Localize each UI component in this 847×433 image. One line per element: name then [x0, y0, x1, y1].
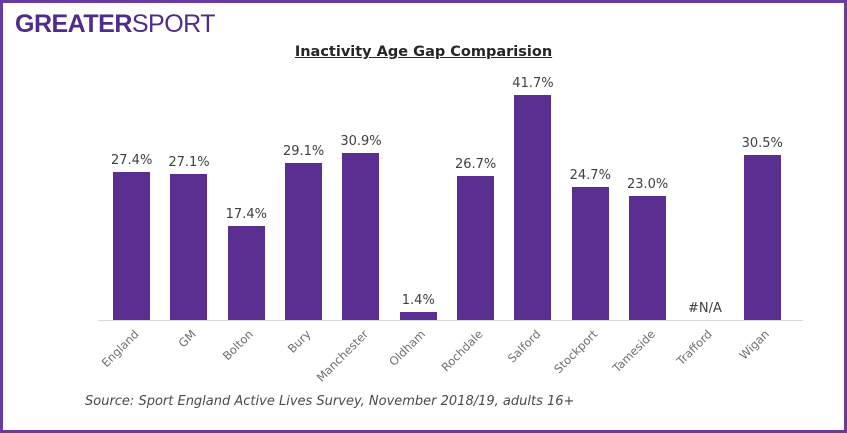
bar-column: 26.7% Rochdale — [438, 73, 504, 374]
chart-title: Inactivity Age Gap Comparision — [294, 44, 553, 60]
bar — [514, 95, 552, 320]
bar-column: 17.4% Bolton — [218, 73, 275, 363]
bar-column: 23.0% Tameside — [609, 73, 676, 375]
bar — [170, 174, 208, 320]
x-axis-category-label: Bolton — [220, 327, 257, 364]
bar-value-label: 23.0% — [626, 177, 669, 192]
x-axis-category-label: Stockport — [551, 327, 601, 377]
x-axis-category-label: Wigan — [736, 327, 773, 363]
x-axis-category-label: Bury — [284, 327, 314, 356]
bar-value-label: 1.4% — [401, 293, 435, 308]
x-axis-category-label: Manchester — [313, 327, 371, 385]
bar — [743, 155, 781, 320]
x-axis-category-label: Trafford — [673, 327, 715, 368]
x-axis-category-label: Tameside — [609, 327, 658, 376]
bar — [571, 187, 609, 320]
bar-chart-plot-area: 27.4% England 27.1% GM 17.4% Bolton 29.1% Bury 3… — [99, 73, 791, 384]
bar-column: 30.9% Manchester — [313, 73, 389, 384]
bar-column: 29.1% Bury — [275, 73, 332, 356]
bar — [629, 196, 667, 320]
x-axis-category-label: Oldham — [386, 327, 429, 369]
bar-value-label: 24.7% — [569, 168, 611, 183]
bar-value-label: 30.9% — [340, 134, 382, 149]
bar-value-label: 27.4% — [111, 153, 153, 168]
source-note: Source: Sport England Active Lives Surve… — [85, 394, 575, 409]
bar-value-label: 17.4% — [225, 207, 267, 222]
bar-column: 1.4% Oldham — [386, 73, 447, 369]
greatersport-logo: GREATERSPORT — [15, 10, 216, 39]
bar — [285, 163, 323, 320]
bar-column: #N/A Trafford — [674, 73, 733, 368]
bar — [457, 176, 495, 320]
x-axis-line — [98, 320, 803, 321]
bar-value-label: 41.7% — [512, 76, 554, 91]
bar-value-label: 29.1% — [282, 144, 325, 159]
bar-column: 30.5% Wigan — [734, 73, 791, 362]
bar — [342, 153, 380, 320]
bar — [113, 172, 151, 320]
x-axis-category-label: Salford — [504, 327, 543, 366]
x-axis-category-label: GM — [175, 327, 199, 351]
logo-text-sport: SPORT — [131, 10, 216, 38]
bar-column: 24.7% Stockport — [551, 73, 619, 376]
x-axis-category-label: England — [98, 327, 142, 370]
bar-column: 27.4% England — [99, 73, 160, 370]
bar-value-label: 26.7% — [454, 157, 497, 172]
bar-column: 41.7% Salford — [504, 73, 561, 366]
bar-value-label: #N/A — [687, 301, 722, 316]
bar-value-label: 30.5% — [741, 136, 783, 151]
bar — [227, 226, 265, 320]
bar — [399, 312, 437, 320]
logo-text-greater: GREATER — [15, 10, 132, 38]
bar-value-label: 27.1% — [168, 155, 210, 170]
bar-column: 27.1% GM — [160, 73, 217, 350]
x-axis-category-label: Rochdale — [438, 327, 486, 375]
